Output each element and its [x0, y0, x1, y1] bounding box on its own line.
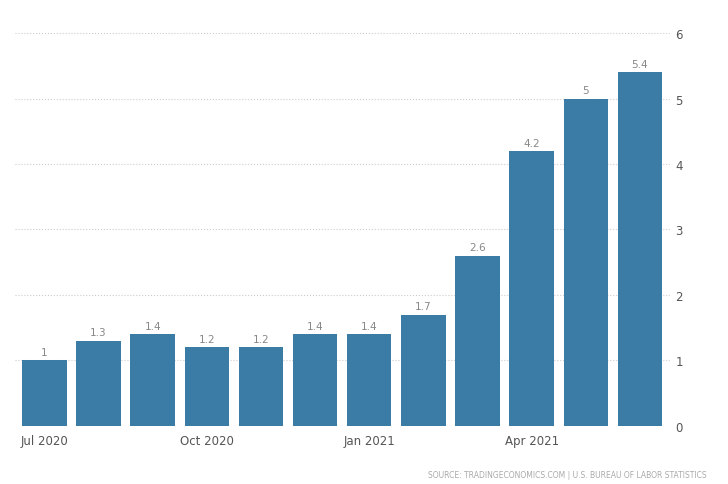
- Bar: [293, 334, 337, 426]
- Bar: [347, 334, 392, 426]
- Bar: [22, 361, 66, 426]
- Text: 4.2: 4.2: [523, 138, 540, 149]
- Text: 1.4: 1.4: [361, 321, 378, 331]
- Text: 1.3: 1.3: [90, 328, 107, 338]
- Text: 1.2: 1.2: [253, 334, 269, 344]
- Text: 1: 1: [41, 348, 47, 357]
- Text: 1.2: 1.2: [199, 334, 215, 344]
- Text: 5.4: 5.4: [632, 60, 649, 70]
- Bar: [76, 341, 121, 426]
- Bar: [563, 99, 608, 426]
- Bar: [130, 334, 175, 426]
- Text: 1.4: 1.4: [306, 321, 323, 331]
- Text: 2.6: 2.6: [470, 243, 486, 253]
- Bar: [455, 256, 499, 426]
- Bar: [401, 315, 446, 426]
- Bar: [239, 348, 283, 426]
- Bar: [618, 73, 662, 426]
- Text: 1.7: 1.7: [415, 302, 432, 312]
- Bar: [185, 348, 229, 426]
- Text: 1.4: 1.4: [144, 321, 161, 331]
- Bar: [510, 151, 554, 426]
- Text: 5: 5: [582, 86, 589, 96]
- Text: SOURCE: TRADINGECONOMICS.COM | U.S. BUREAU OF LABOR STATISTICS: SOURCE: TRADINGECONOMICS.COM | U.S. BURE…: [427, 470, 706, 479]
